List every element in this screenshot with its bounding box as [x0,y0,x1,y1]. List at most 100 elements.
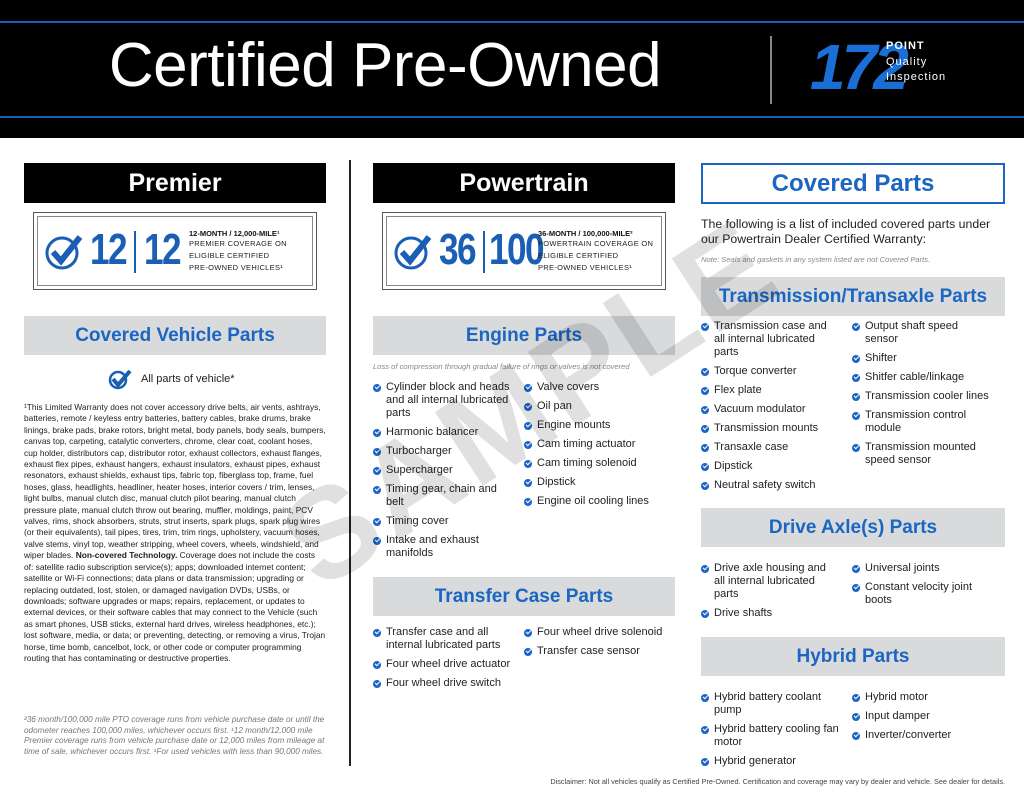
section-title: Transmission/Transaxle Parts [701,277,1005,316]
part-item: Shifter [852,352,992,365]
disclaimer: Disclaimer: Not all vehicles qualify as … [550,777,1005,786]
premier-title: Premier [24,163,326,203]
part-item: Dipstick [524,476,674,489]
badge-line: PRE-OWNED VEHICLES¹ [189,263,284,272]
part-item: Four wheel drive solenoid [524,626,664,639]
badge-heading: 12-MONTH / 12,000-MILE¹ [189,229,280,238]
part-item: Turbocharger [373,445,511,458]
parts-list: Universal joints Constant velocity joint … [852,562,997,613]
note: Loss of compression through gradual fail… [373,362,630,371]
exclusions-text: ¹This Limited Warranty does not cover ac… [24,402,326,561]
badge-divider [134,231,136,273]
part-item: Drive axle housing and all internal lubr… [701,562,839,601]
parts-list: Transfer case and all internal lubricate… [373,626,513,696]
footnote: ²36 month/100,000 mile PTO coverage runs… [24,715,325,756]
header-divider [770,36,772,104]
part-item: Torque converter [701,365,839,378]
part-item: Input damper [852,710,992,723]
parts-list: Cylinder block and heads and all interna… [373,381,511,566]
part-item: Cam timing solenoid [524,457,674,470]
header: Certified Pre-Owned 172 POINT Quality In… [0,0,1024,138]
parts-list: Drive axle housing and all internal lubr… [701,562,839,626]
part-item: Dipstick [701,460,839,473]
check-icon [108,369,132,390]
header-rule [0,116,1024,118]
column-divider [349,160,351,766]
badge-months: 36 [439,225,477,274]
badge-miles: 12 [144,225,182,274]
part-item: Inverter/converter [852,729,992,742]
part-item: Hybrid battery cooling fan motor [701,723,839,749]
badge-text: 12-MONTH / 12,000-MILE¹ PREMIER COVERAGE … [189,229,287,274]
part-item: Cam timing actuator [524,438,674,451]
part-item: Supercharger [373,464,511,477]
badge-line: POWERTRAIN COVERAGE ON [538,239,654,248]
part-item: Engine oil cooling lines [524,495,674,508]
badge-line: ELIGIBLE CERTIFIED [189,251,270,260]
part-item: Transmission mounts [701,422,839,435]
part-item: Drive shafts [701,607,839,620]
part-item: Output shaft speed sensor [852,320,992,346]
part-item: Intake and exhaust manifolds [373,534,511,560]
part-item: Constant velocity joint boots [852,581,997,607]
covered-title: Covered Parts [701,163,1005,204]
badge-divider [483,231,485,273]
badge-line: ELIGIBLE CERTIFIED [538,251,619,260]
part-item: Vacuum modulator [701,403,839,416]
check-icon [45,235,83,270]
powertrain-title: Powertrain [373,163,675,203]
section-title: Hybrid Parts [701,637,1005,676]
part-item: Timing cover [373,515,511,528]
parts-list: Hybrid battery coolant pump Hybrid batter… [701,691,839,774]
part-item: Transmission cooler lines [852,390,992,403]
badge-lines: PREMIER COVERAGE ON ELIGIBLE CERTIFIED PRE… [189,238,287,274]
part-item: Hybrid battery coolant pump [701,691,839,717]
point-label: POINT [886,40,925,52]
part-item: Engine mounts [524,419,674,432]
section-title: Transfer Case Parts [373,577,675,616]
part-item: Transmission case and all internal lubri… [701,320,839,359]
parts-list: Four wheel drive solenoid Transfer case s… [524,626,664,664]
part-item: Neutral safety switch [701,479,839,492]
check-item: All parts of vehicle* [141,373,235,385]
technology-label: Non-covered Technology. [75,550,178,561]
header-rule [0,21,1024,23]
section-title: Engine Parts [373,316,675,355]
part-item: Hybrid generator [701,755,839,768]
part-item: Cylinder block and heads and all interna… [373,381,511,420]
technology-text: Coverage does not include the costs of: … [24,550,326,663]
section-title: Drive Axle(s) Parts [701,508,1005,547]
premier-badge: 12 12 12-MONTH / 12,000-MILE¹ PREMIER COV… [33,212,317,290]
part-item: Shitfer cable/linkage [852,371,992,384]
parts-list: Output shaft speed sensor Shifter Shitfer … [852,320,992,473]
part-item: Flex plate [701,384,839,397]
part-item: Harmonic balancer [373,426,511,439]
badge-text: 36-MONTH / 100,000-MILE² POWERTRAIN COVER… [538,229,653,274]
check-icon [394,235,432,270]
part-item: Valve covers [524,381,674,394]
exclusions: ¹This Limited Warranty does not cover ac… [24,402,326,664]
section-title: Covered Vehicle Parts [24,316,326,355]
part-item: Universal joints [852,562,997,575]
intro: The following is a list of included cove… [701,217,991,246]
badge-months: 12 [90,225,128,274]
note: Note: Seals and gaskets in any system li… [701,255,931,264]
badge-miles: 100 [489,225,545,274]
part-item: Transfer case sensor [524,645,664,658]
header-title: Certified Pre-Owned [108,31,662,100]
part-item: Transfer case and all internal lubricate… [373,626,513,652]
part-item: Four wheel drive switch [373,677,513,690]
inspection-label: Inspection [886,71,947,83]
part-item: Four wheel drive actuator [373,658,513,671]
parts-list: Transmission case and all internal lubri… [701,320,839,498]
powertrain-badge: 36 100 36-MONTH / 100,000-MILE² POWERTRAI… [382,212,666,290]
badge-line: PRE-OWNED VEHICLES¹ [538,263,633,272]
inspection-number: 172 [810,31,909,103]
part-item: Timing gear, chain and belt [373,483,511,509]
parts-list: Hybrid motor Input damper Inverter/convert… [852,691,992,748]
badge-heading: 36-MONTH / 100,000-MILE² [538,229,633,238]
part-item: Transaxle case [701,441,839,454]
part-item: Oil pan [524,400,674,413]
